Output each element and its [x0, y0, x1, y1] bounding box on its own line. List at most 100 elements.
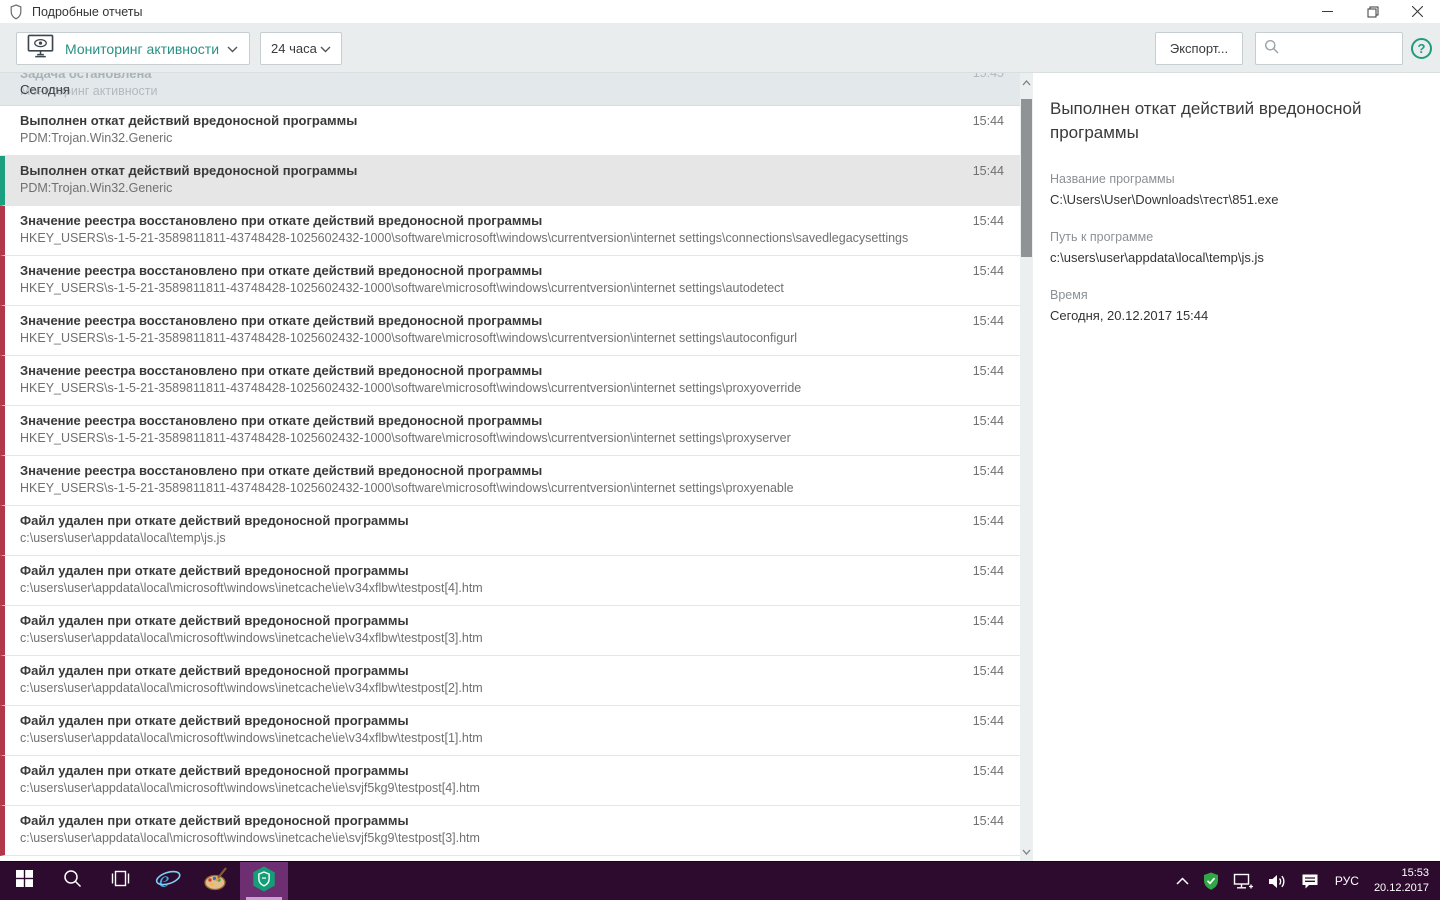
minimize-button[interactable]	[1305, 0, 1350, 23]
row-title: Значение реестра восстановлено при откат…	[20, 363, 543, 378]
row-title: Выполнен откат действий вредоносной прог…	[20, 113, 358, 128]
language-indicator[interactable]: РУС	[1334, 874, 1359, 888]
row-subtitle: PDM:Trojan.Win32.Generic	[20, 131, 173, 145]
chevron-down-icon	[227, 40, 238, 58]
start-button[interactable]	[0, 862, 48, 900]
period-label: 24 часа	[271, 41, 317, 56]
row-time: 15:44	[972, 814, 1004, 828]
row-time: 15:44	[972, 514, 1004, 528]
row-title: Значение реестра восстановлено при откат…	[20, 463, 543, 478]
field-value: C:\Users\User\Downloads\тест\851.exe	[1050, 192, 1279, 208]
taskbar-search-button[interactable]	[48, 862, 96, 900]
report-list-rows: Выполнен откат действий вредоносной прог…	[0, 106, 1020, 856]
scroll-down-arrow-icon[interactable]	[1020, 844, 1033, 859]
window-controls	[1305, 0, 1440, 23]
row-time: 15:44	[972, 264, 1004, 278]
system-tray: РУС 15:53 20.12.2017	[1169, 862, 1440, 900]
report-list: Задача остановлена 15:45 Мониторинг акти…	[0, 73, 1020, 861]
internet-explorer-button[interactable]: e	[144, 862, 192, 900]
report-row[interactable]: Выполнен откат действий вредоносной прог…	[0, 106, 1020, 156]
network-icon[interactable]	[1226, 862, 1261, 900]
row-time: 15:44	[972, 314, 1004, 328]
report-row[interactable]: Файл удален при откате действий вредонос…	[0, 706, 1020, 756]
row-subtitle: HKEY_USERS\s-1-5-21-3589811811-43748428-…	[20, 381, 802, 395]
row-subtitle: HKEY_USERS\s-1-5-21-3589811811-43748428-…	[20, 281, 784, 295]
kaspersky-shield-outline-icon	[9, 3, 24, 20]
task-view-icon	[110, 870, 131, 892]
row-title: Файл удален при откате действий вредонос…	[20, 813, 409, 828]
report-row[interactable]: Значение реестра восстановлено при откат…	[0, 306, 1020, 356]
report-row[interactable]: Файл удален при откате действий вредонос…	[0, 756, 1020, 806]
windows-logo-icon	[15, 870, 33, 892]
row-title: Файл удален при откате действий вредонос…	[20, 563, 409, 578]
field-label: Название программы	[1050, 172, 1175, 187]
clock[interactable]: 15:53 20.12.2017	[1368, 866, 1440, 896]
restore-button[interactable]	[1350, 0, 1395, 23]
help-button[interactable]: ?	[1411, 38, 1432, 59]
row-title: Выполнен откат действий вредоносной прог…	[20, 163, 358, 178]
close-button[interactable]	[1395, 0, 1440, 23]
search-box[interactable]	[1255, 32, 1403, 65]
detailed-reports-window: Подробные отчеты	[0, 0, 1440, 861]
report-row[interactable]: Значение реестра восстановлено при откат…	[0, 206, 1020, 256]
row-subtitle: c:\users\user\appdata\local\microsoft\wi…	[20, 681, 483, 695]
titlebar: Подробные отчеты	[0, 0, 1440, 23]
report-row[interactable]: Значение реестра восстановлено при откат…	[0, 256, 1020, 306]
report-row[interactable]: Файл удален при откате действий вредонос…	[0, 656, 1020, 706]
row-time: 15:44	[972, 214, 1004, 228]
scrollbar-thumb[interactable]	[1021, 99, 1032, 257]
search-input[interactable]	[1285, 35, 1402, 62]
row-subtitle: HKEY_USERS\s-1-5-21-3589811811-43748428-…	[20, 231, 909, 245]
security-shield-check-icon[interactable]	[1196, 862, 1226, 900]
scrolled-row-title: Задача остановлена	[20, 73, 152, 81]
row-subtitle: c:\users\user\appdata\local\microsoft\wi…	[20, 831, 480, 845]
list-scrollbar[interactable]	[1020, 73, 1033, 861]
report-row[interactable]: Значение реестра восстановлено при откат…	[0, 406, 1020, 456]
row-subtitle: c:\users\user\appdata\local\microsoft\wi…	[20, 781, 480, 795]
clock-date: 20.12.2017	[1373, 882, 1429, 894]
field-label: Путь к программе	[1050, 230, 1154, 245]
export-button[interactable]: Экспорт...	[1155, 32, 1243, 65]
task-view-button[interactable]	[96, 862, 144, 900]
row-time: 15:44	[972, 464, 1004, 478]
period-dropdown[interactable]: 24 часа	[260, 32, 342, 65]
row-title: Файл удален при откате действий вредонос…	[20, 513, 409, 528]
row-title: Файл удален при откате действий вредонос…	[20, 613, 409, 628]
row-subtitle: PDM:Trojan.Win32.Generic	[20, 181, 173, 195]
row-time: 15:44	[972, 764, 1004, 778]
taskbar: e	[0, 862, 1440, 900]
speaker-icon[interactable]	[1261, 862, 1294, 900]
toolbar: Мониторинг активности 24 часа Экспорт...…	[0, 23, 1440, 73]
tray-chevron-up-button[interactable]	[1169, 862, 1196, 900]
details-panel: Выполнен откат действий вредоносной прог…	[1033, 73, 1440, 861]
notifications-icon[interactable]	[1294, 862, 1326, 900]
details-field: Время Сегодня, 20.12.2017 15:44	[1050, 288, 1420, 323]
row-subtitle: HKEY_USERS\s-1-5-21-3589811811-43748428-…	[20, 431, 791, 445]
row-title: Файл удален при откате действий вредонос…	[20, 663, 409, 678]
monitor-with-eye-icon	[26, 33, 55, 64]
report-row[interactable]: Файл удален при откате действий вредонос…	[0, 606, 1020, 656]
field-value: c:\users\user\appdata\local\temp\js.js	[1050, 250, 1264, 266]
row-title: Значение реестра восстановлено при откат…	[20, 313, 543, 328]
report-row[interactable]: Файл удален при откате действий вредонос…	[0, 806, 1020, 856]
paint-button[interactable]	[192, 862, 240, 900]
field-value: Сегодня, 20.12.2017 15:44	[1050, 308, 1209, 324]
report-row[interactable]: Выполнен откат действий вредоносной прог…	[0, 156, 1020, 206]
scroll-up-arrow-icon[interactable]	[1020, 75, 1033, 90]
row-subtitle: HKEY_USERS\s-1-5-21-3589811811-43748428-…	[20, 481, 794, 495]
row-subtitle: c:\users\user\appdata\local\microsoft\wi…	[20, 631, 483, 645]
row-title: Файл удален при откате действий вредонос…	[20, 763, 409, 778]
report-type-dropdown[interactable]: Мониторинг активности	[16, 32, 250, 65]
report-row[interactable]: Файл удален при откате действий вредонос…	[0, 556, 1020, 606]
kaspersky-app-button[interactable]	[240, 862, 288, 900]
report-row[interactable]: Значение реестра восстановлено при откат…	[0, 356, 1020, 406]
report-row[interactable]: Значение реестра восстановлено при откат…	[0, 456, 1020, 506]
report-row[interactable]: Файл удален при откате действий вредонос…	[0, 506, 1020, 556]
svg-text:e: e	[159, 867, 169, 892]
kaspersky-hexagon-icon	[250, 865, 278, 898]
details-field: Название программы C:\Users\User\Downloa…	[1050, 172, 1420, 207]
row-subtitle: c:\users\user\appdata\local\temp\js.js	[20, 531, 226, 545]
row-time: 15:44	[972, 714, 1004, 728]
search-icon	[1264, 39, 1279, 59]
clock-time: 15:53	[1401, 867, 1429, 880]
